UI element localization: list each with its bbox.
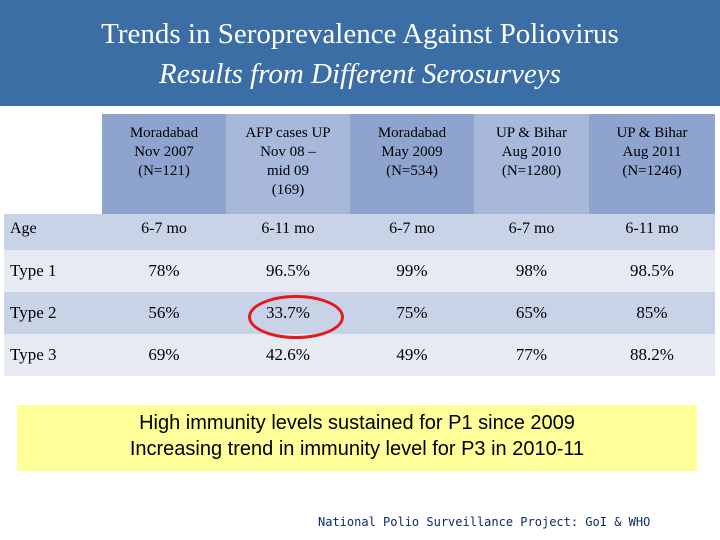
column-header-line: Nov 2007: [134, 144, 194, 160]
row-label: Age: [10, 220, 37, 237]
column-header-line: UP & Bihar: [616, 125, 688, 141]
column-header: AFP cases UP Nov 08 – mid 09 (169): [226, 114, 350, 214]
column-header-line: Aug 2011: [622, 144, 682, 160]
column-header-line: (N=534): [386, 163, 438, 179]
table-cell: 6-7 mo: [508, 220, 555, 237]
table-cell: 77%: [515, 345, 548, 364]
column-header-line: AFP cases UP: [245, 125, 331, 141]
column-header-line: Moradabad: [129, 125, 199, 141]
table-row: Age 6-7 mo 6-11 mo 6-7 mo 6-7 mo 6-11 mo: [4, 214, 715, 250]
column-header-line: (N=121): [138, 163, 190, 179]
seroprevalence-table: Moradabad Nov 2007 (N=121) AFP cases UP …: [4, 114, 715, 376]
table-cell: 75%: [396, 303, 428, 322]
column-header-line: (N=1246): [622, 163, 682, 179]
table-cell: 6-11 mo: [261, 220, 315, 237]
row-label: Type 2: [10, 303, 57, 322]
table-cell: 88.2%: [630, 345, 674, 364]
column-header-line: (169): [271, 182, 305, 198]
table-cell: 49%: [396, 345, 428, 364]
column-header-line: Moradabad: [377, 125, 447, 141]
table-cell: 6-7 mo: [389, 220, 435, 237]
header-row: Moradabad Nov 2007 (N=121) AFP cases UP …: [4, 114, 715, 214]
column-header-line: mid 09: [266, 163, 310, 179]
table-cell: 69%: [148, 345, 180, 364]
table-row: Type 1 78% 96.5% 99% 98% 98.5%: [4, 250, 715, 292]
callout-line: Increasing trend in immunity level for P…: [129, 438, 585, 460]
header-corner: [4, 114, 102, 214]
footer-credit: National Polio Surveillance Project: GoI…: [318, 515, 651, 529]
column-header: UP & Bihar Aug 2011 (N=1246): [589, 114, 715, 214]
column-header: UP & Bihar Aug 2010 (N=1280): [474, 114, 589, 214]
title-bar: Trends in Seroprevalence Against Poliovi…: [0, 0, 720, 106]
column-header-line: Aug 2010: [501, 144, 562, 160]
table-cell: 78%: [148, 261, 180, 280]
table-cell: 85%: [636, 303, 668, 322]
column-header: Moradabad May 2009 (N=534): [350, 114, 474, 214]
callout-box: High immunity levels sustained for P1 si…: [17, 405, 697, 471]
table-cell: 98%: [515, 261, 548, 280]
callout-line: High immunity levels sustained for P1 si…: [139, 412, 575, 434]
column-header-line: Nov 08 –: [260, 144, 316, 160]
slide-title: Trends in Seroprevalence Against Poliovi…: [101, 18, 619, 50]
table-cell: 65%: [515, 303, 548, 322]
table-cell: 56%: [148, 303, 180, 322]
table-cell: 42.6%: [266, 345, 310, 364]
column-header-line: May 2009: [381, 144, 443, 160]
table-cell: 6-7 mo: [141, 220, 187, 237]
table-cell: 99%: [396, 261, 428, 280]
table-row: Type 2 56% 33.7% 75% 65% 85%: [4, 292, 715, 334]
row-label: Type 1: [10, 261, 57, 280]
slide-subtitle: Results from Different Serosurveys: [159, 58, 561, 90]
column-header-line: (N=1280): [501, 163, 562, 179]
table-cell: 98.5%: [630, 261, 674, 280]
table-cell: 96.5%: [266, 261, 310, 280]
table-cell: 6-11 mo: [625, 220, 679, 237]
table-row: Type 3 69% 42.6% 49% 77% 88.2%: [4, 334, 715, 376]
highlight-circle: [248, 295, 344, 339]
row-label: Type 3: [10, 345, 57, 364]
column-header-line: UP & Bihar: [495, 125, 568, 141]
column-header: Moradabad Nov 2007 (N=121): [102, 114, 226, 214]
